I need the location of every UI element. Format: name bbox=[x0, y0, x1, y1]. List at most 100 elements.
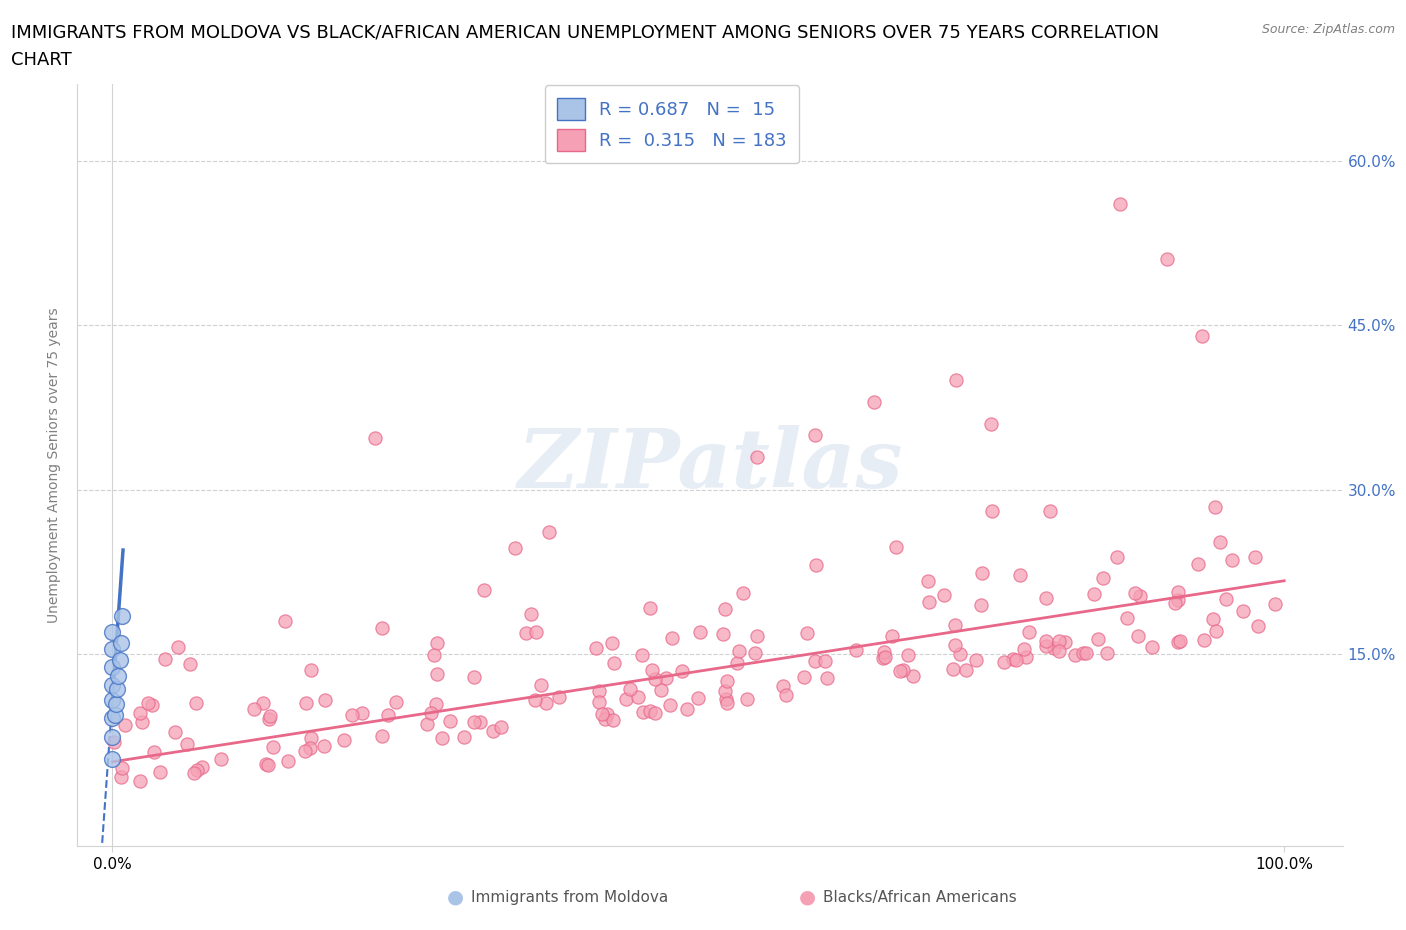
Point bbox=[149, 764, 172, 779]
Point bbox=[1071, 645, 1094, 660]
Point bbox=[489, 720, 512, 735]
Point bbox=[536, 696, 558, 711]
Point bbox=[793, 670, 815, 684]
Point bbox=[970, 597, 993, 612]
Point bbox=[640, 703, 662, 718]
Point bbox=[524, 625, 547, 640]
Point bbox=[295, 696, 318, 711]
Point bbox=[184, 695, 207, 710]
Point bbox=[524, 693, 547, 708]
Point bbox=[596, 707, 619, 722]
Point bbox=[1163, 596, 1185, 611]
Point bbox=[314, 693, 336, 708]
Point bbox=[1091, 570, 1114, 585]
Point bbox=[143, 745, 166, 760]
Point bbox=[602, 655, 624, 670]
Text: IMMIGRANTS FROM MOLDOVA VS BLACK/AFRICAN AMERICAN UNEMPLOYMENT AMONG SENIORS OVE: IMMIGRANTS FROM MOLDOVA VS BLACK/AFRICAN… bbox=[11, 23, 1160, 41]
Point bbox=[1205, 623, 1227, 638]
Point bbox=[942, 662, 965, 677]
Point bbox=[711, 626, 734, 641]
Point bbox=[1063, 647, 1085, 662]
Point bbox=[423, 647, 446, 662]
Point bbox=[371, 621, 394, 636]
Text: ●: ● bbox=[447, 888, 464, 907]
Point bbox=[1018, 624, 1040, 639]
Point bbox=[641, 662, 664, 677]
Point bbox=[101, 751, 124, 766]
Point bbox=[745, 629, 768, 644]
Point bbox=[970, 566, 993, 581]
Point bbox=[425, 697, 447, 711]
Point bbox=[650, 683, 672, 698]
Point bbox=[371, 728, 394, 743]
Point bbox=[1105, 550, 1128, 565]
Point bbox=[631, 648, 654, 663]
Point bbox=[614, 692, 637, 707]
Text: CHART: CHART bbox=[11, 51, 72, 69]
Point bbox=[872, 650, 894, 665]
Point bbox=[1247, 618, 1270, 633]
Point bbox=[352, 706, 374, 721]
Point bbox=[453, 730, 475, 745]
Point bbox=[153, 652, 176, 667]
Point bbox=[530, 678, 553, 693]
Point bbox=[943, 637, 966, 652]
Point bbox=[1209, 534, 1232, 549]
Point bbox=[602, 712, 624, 727]
Point bbox=[1128, 629, 1150, 644]
Point bbox=[1005, 653, 1028, 668]
Point bbox=[1232, 604, 1254, 618]
Point bbox=[619, 682, 641, 697]
Point bbox=[714, 684, 737, 698]
Point bbox=[1215, 592, 1237, 607]
Point bbox=[277, 754, 299, 769]
Point bbox=[1035, 639, 1057, 654]
Point bbox=[1156, 252, 1178, 267]
Point bbox=[1095, 645, 1118, 660]
Point bbox=[891, 662, 914, 677]
Point bbox=[105, 697, 127, 711]
Point bbox=[1047, 644, 1070, 658]
Point bbox=[191, 759, 214, 774]
Point bbox=[129, 774, 152, 789]
Y-axis label: Unemployment Among Seniors over 75 years: Unemployment Among Seniors over 75 years bbox=[48, 307, 62, 623]
Point bbox=[439, 713, 461, 728]
Point bbox=[725, 656, 748, 671]
Point bbox=[626, 690, 648, 705]
Point bbox=[298, 740, 321, 755]
Text: ●: ● bbox=[799, 888, 815, 907]
Point bbox=[1168, 633, 1191, 648]
Point bbox=[658, 698, 681, 712]
Point bbox=[312, 738, 335, 753]
Point bbox=[1047, 634, 1070, 649]
Point bbox=[880, 629, 903, 644]
Point bbox=[943, 618, 966, 632]
Point bbox=[932, 587, 955, 602]
Point bbox=[1035, 633, 1057, 648]
Point bbox=[432, 730, 454, 745]
Point bbox=[796, 626, 818, 641]
Point bbox=[745, 449, 768, 464]
Point bbox=[101, 678, 124, 693]
Point bbox=[515, 625, 537, 640]
Point bbox=[600, 636, 623, 651]
Point bbox=[631, 705, 654, 720]
Point bbox=[980, 417, 1002, 432]
Text: Source: ZipAtlas.com: Source: ZipAtlas.com bbox=[1261, 23, 1395, 36]
Point bbox=[1202, 611, 1225, 626]
Point bbox=[1191, 328, 1213, 343]
Point bbox=[256, 758, 278, 773]
Point bbox=[917, 574, 939, 589]
Point bbox=[426, 667, 449, 682]
Point bbox=[1192, 632, 1215, 647]
Point bbox=[299, 662, 322, 677]
Point bbox=[101, 642, 124, 657]
Point bbox=[1083, 587, 1105, 602]
Point bbox=[714, 691, 737, 706]
Point bbox=[262, 739, 284, 754]
Point bbox=[257, 711, 280, 726]
Point bbox=[364, 431, 387, 445]
Point bbox=[644, 705, 666, 720]
Point bbox=[176, 737, 198, 751]
Point bbox=[183, 766, 205, 781]
